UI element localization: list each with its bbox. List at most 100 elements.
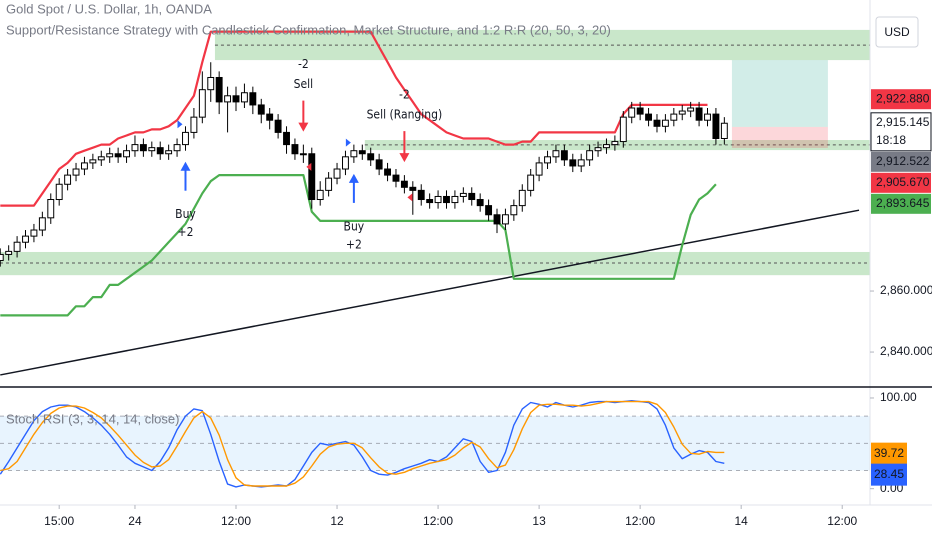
- candle-body: [636, 107, 644, 115]
- candle-body: [392, 174, 400, 182]
- y-tick-label: 2,860.000: [880, 283, 932, 297]
- candle-body: [510, 205, 518, 216]
- candle-body: [47, 199, 55, 219]
- candle-body: [687, 107, 695, 112]
- stoch-title: Stoch RSI (3, 3, 14, 14, close): [6, 411, 179, 426]
- candle-body: [577, 159, 585, 167]
- candle-body: [215, 76, 223, 103]
- stoch-tag-label: 28.45: [874, 467, 904, 481]
- candle-body: [695, 107, 703, 121]
- candle-body: [560, 150, 568, 161]
- x-tick-label: 12: [330, 514, 344, 528]
- buy-marker: [177, 120, 183, 129]
- candle-body: [283, 131, 290, 146]
- candle-body: [653, 119, 661, 127]
- candle-body: [89, 159, 97, 164]
- x-tick-label: 13: [532, 514, 546, 528]
- candle-body: [81, 162, 88, 170]
- candle-body: [266, 113, 274, 121]
- candle-body: [182, 131, 189, 146]
- sell-score: -2: [399, 88, 410, 102]
- candle-body: [114, 153, 122, 158]
- candle-body: [409, 186, 417, 191]
- candle-body: [325, 177, 333, 191]
- sr-zone: [0, 251, 870, 276]
- candle-body: [291, 144, 299, 155]
- price-tag-label: 2,922.880: [876, 91, 930, 105]
- y-tick-label: 2,840.000: [880, 344, 932, 358]
- price-tag: [871, 193, 931, 214]
- candle-body: [13, 241, 21, 252]
- price-tag: [871, 172, 931, 193]
- candle-body: [333, 168, 341, 179]
- price-tag: [871, 89, 931, 110]
- candle-body: [628, 107, 636, 118]
- indicator-title: Support/Resistance Strategy with Candles…: [6, 22, 611, 37]
- y2-tick-label: 100.00: [880, 390, 917, 404]
- sell-label: Sell (Ranging): [367, 108, 443, 122]
- x-tick-label: 14: [735, 514, 749, 528]
- candle-body: [586, 150, 594, 161]
- stoch-tag: [871, 463, 907, 486]
- candle-body: [476, 199, 484, 207]
- x-tick-label: 24: [128, 514, 142, 528]
- candle-body: [619, 116, 627, 143]
- symbol-title: Gold Spot / U.S. Dollar, 1h, OANDA: [6, 1, 212, 16]
- stoch-tag-label: 39.72: [874, 446, 904, 460]
- candle-body: [400, 180, 408, 188]
- buy-label: Buy: [175, 207, 196, 221]
- currency: USD: [884, 25, 910, 39]
- candle-body: [274, 119, 282, 133]
- candle-body: [527, 174, 535, 191]
- candle-body: [106, 153, 114, 158]
- candle-body: [426, 199, 434, 204]
- x-tick-label: 12:00: [827, 514, 857, 528]
- candle-body: [712, 113, 720, 140]
- candle-body: [207, 76, 215, 91]
- price-tag-countdown: 18:18: [876, 133, 906, 147]
- candle-body: [375, 159, 383, 170]
- candle-body: [131, 144, 139, 152]
- sell-marker: [306, 162, 312, 171]
- candle-body: [720, 122, 728, 140]
- candle-body: [190, 116, 198, 133]
- candle-body: [64, 174, 72, 185]
- candle-body: [594, 147, 602, 152]
- candle-body: [55, 183, 63, 201]
- candle-body: [645, 113, 653, 121]
- candle-body: [434, 195, 442, 204]
- candle-body: [72, 168, 80, 176]
- candle-body: [139, 144, 147, 152]
- candle-body: [0, 253, 4, 262]
- candle-body: [451, 195, 459, 204]
- x-tick-label: 15:00: [44, 514, 74, 528]
- x-tick-label: 12:00: [221, 514, 251, 528]
- buy-arrow-head: [180, 161, 191, 171]
- candle-body: [678, 110, 686, 115]
- position-stop: [731, 126, 828, 148]
- candle-body: [485, 205, 493, 216]
- candle-body: [552, 150, 560, 158]
- candle-body: [569, 159, 577, 167]
- price-tag-label: 2,912.522: [876, 154, 930, 168]
- candle-body: [156, 147, 164, 155]
- candle-body: [611, 141, 619, 146]
- candle-body: [384, 168, 392, 176]
- price-tag: [871, 151, 931, 172]
- candle-body: [316, 189, 324, 201]
- currency-box[interactable]: [875, 16, 919, 48]
- candle-body: [468, 192, 476, 201]
- candle-body: [670, 113, 678, 121]
- candle-body: [358, 150, 366, 155]
- buy-marker: [345, 138, 351, 147]
- candle-body: [603, 144, 610, 149]
- sell-arrow-head: [399, 153, 410, 163]
- buy-score: +2: [178, 225, 194, 239]
- price-tag-label: 2,905.670: [876, 175, 930, 189]
- sell-score: -2: [298, 57, 309, 71]
- candle-body: [501, 214, 509, 225]
- position-target: [731, 60, 828, 127]
- candle-body: [535, 162, 543, 176]
- axes: USD 2,840.000 2,860.000 15:00 24 12:00 12 12:0…: [0, 0, 932, 528]
- candle-body: [5, 250, 13, 255]
